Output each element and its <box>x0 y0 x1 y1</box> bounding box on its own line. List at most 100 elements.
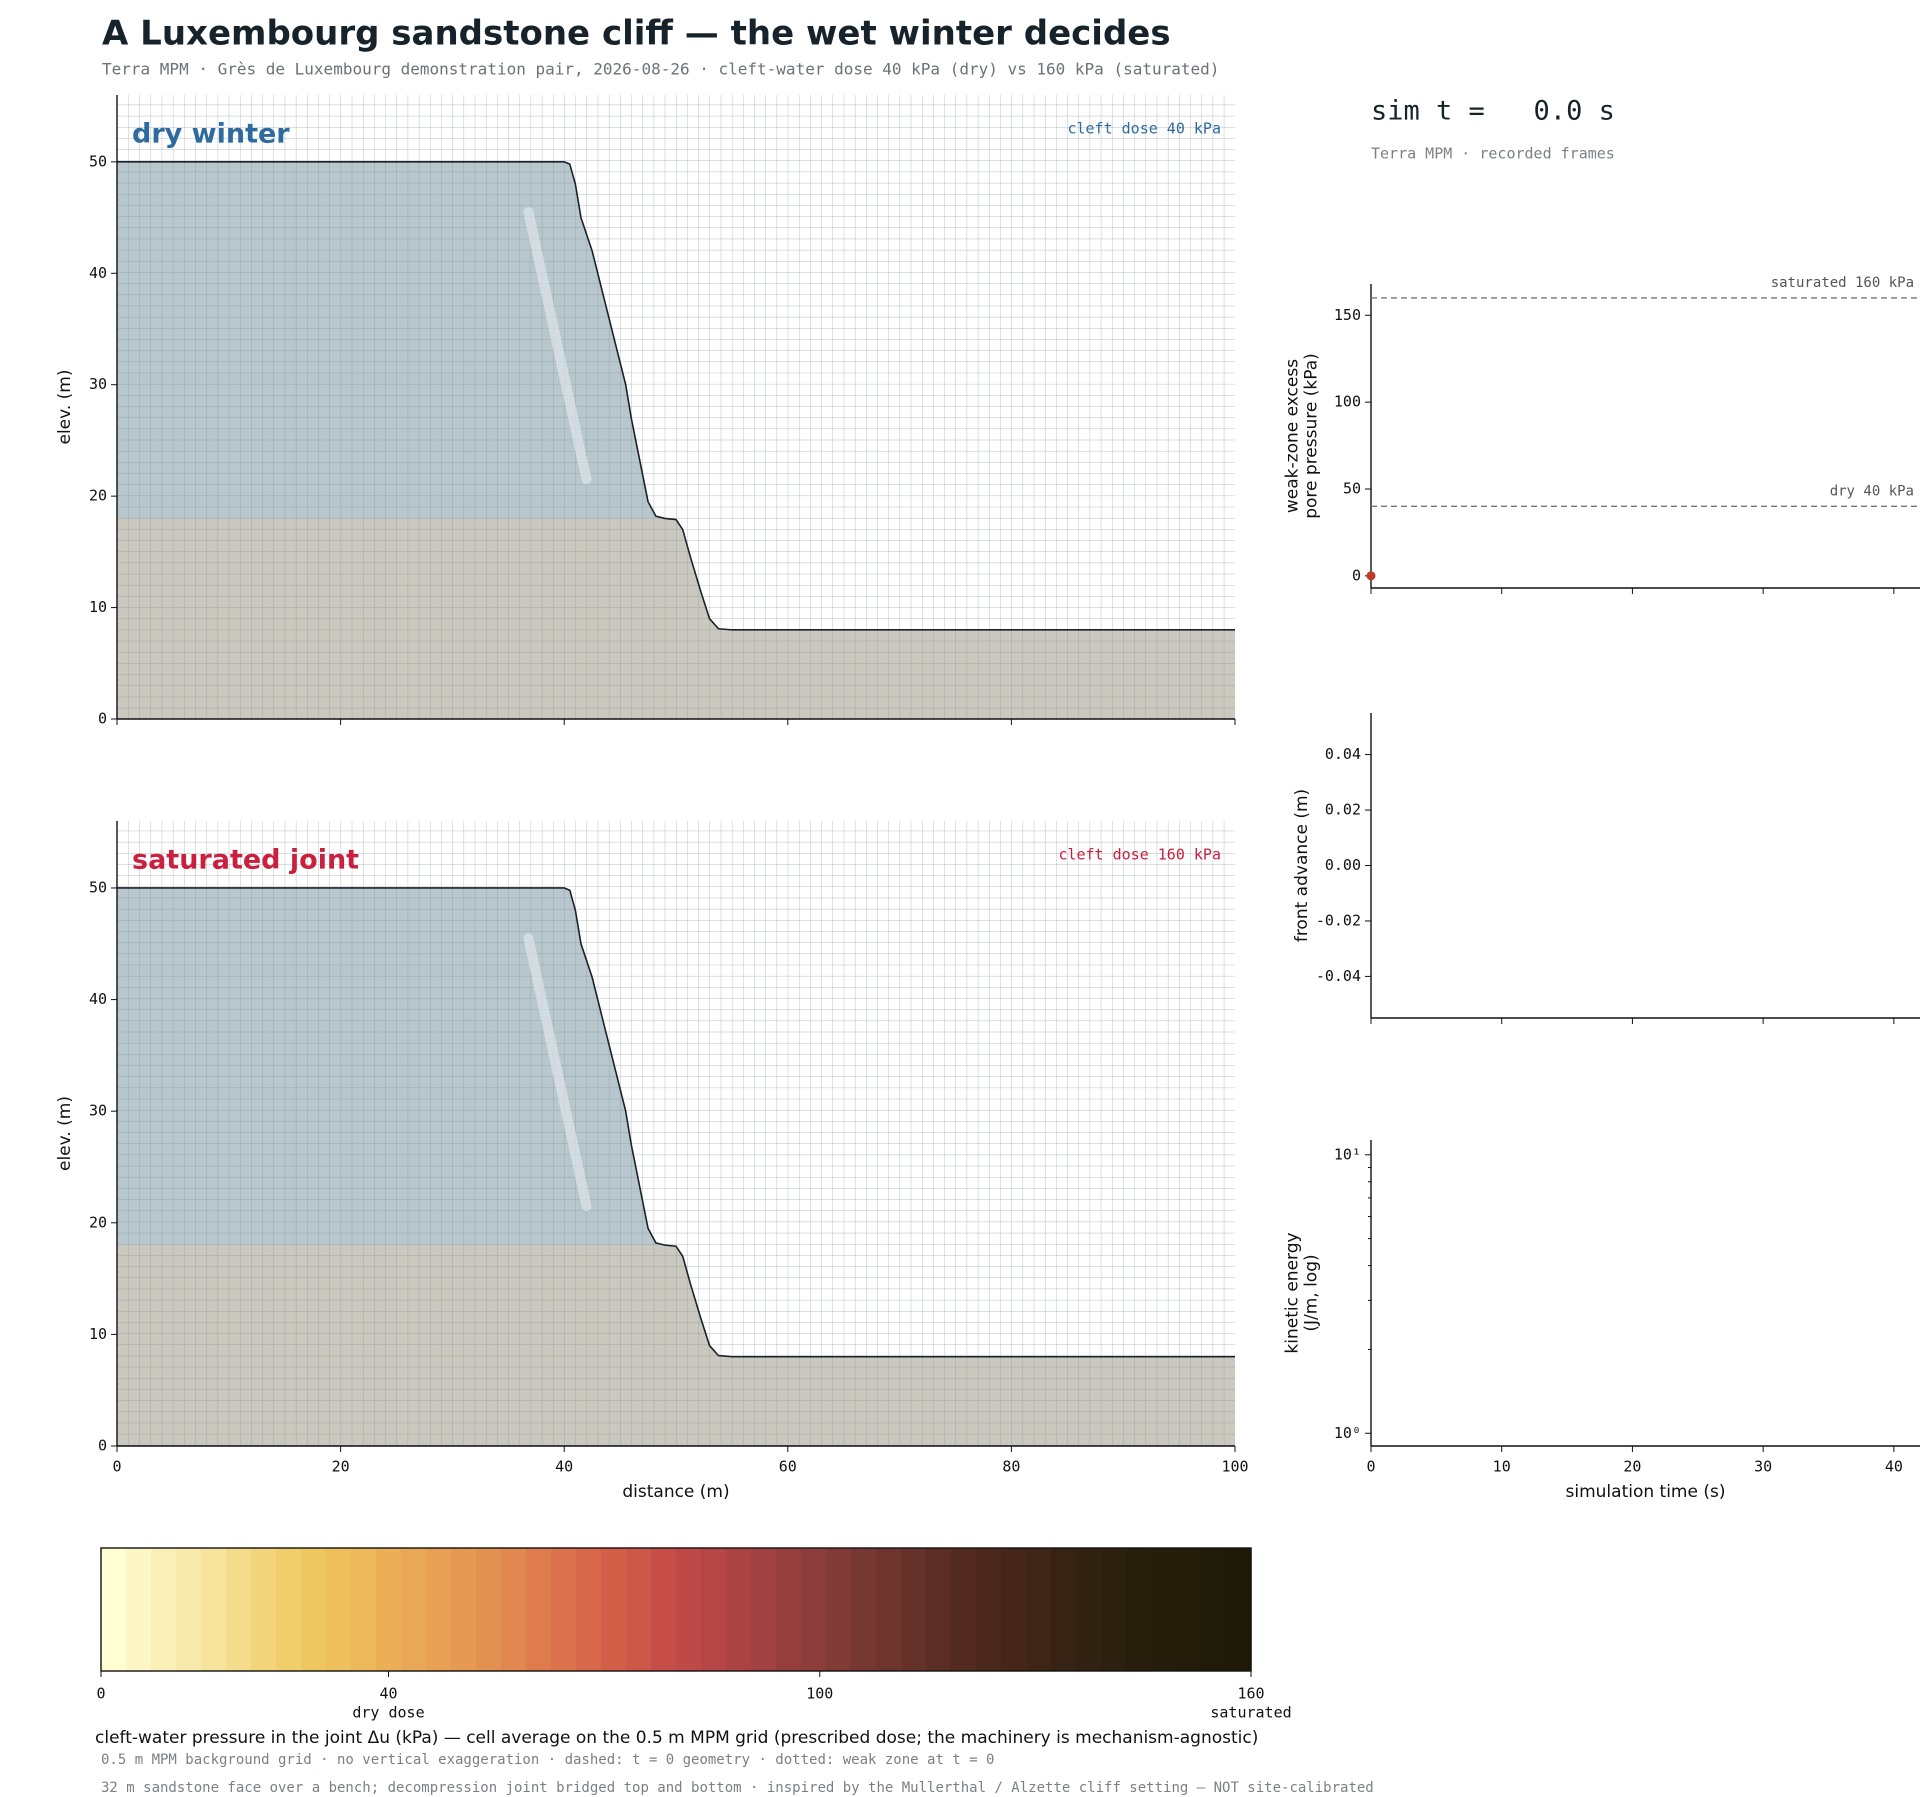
x-axis-label: distance (m) <box>622 1482 729 1502</box>
y-axis-label: elev. (m) <box>55 1096 75 1171</box>
colorbar-band <box>626 1548 652 1671</box>
colorbar-band <box>101 1548 127 1671</box>
colorbar-tick-label: 0 <box>96 1685 105 1703</box>
weak-zone <box>523 933 592 1212</box>
mpm-grid <box>117 821 1235 1446</box>
y-tick-label: 20 <box>89 1213 107 1231</box>
colorbar-band <box>601 1548 627 1671</box>
colorbar-band <box>726 1548 752 1671</box>
y-tick-label: -0.04 <box>1316 967 1361 985</box>
y-tick-label: 150 <box>1334 306 1361 324</box>
panel-title: saturated joint <box>132 845 359 876</box>
reference-label: saturated 160 kPa <box>1771 275 1914 291</box>
colorbar-band <box>1101 1548 1127 1671</box>
colorbar-band <box>701 1548 727 1671</box>
y-tick-label: 0 <box>98 710 107 728</box>
y-tick-label: 50 <box>89 152 107 170</box>
y-tick-label: 0 <box>1352 566 1361 584</box>
colorbar-band <box>326 1548 352 1671</box>
colorbar-band <box>1226 1548 1252 1671</box>
y-tick-label: 0 <box>98 1437 107 1455</box>
sim-clock: sim t = 0.0 s <box>1371 96 1615 127</box>
x-tick-label: 100 <box>1221 1458 1248 1476</box>
panel-annotation: cleft dose 160 kPa <box>1058 846 1221 864</box>
y-tick-label: 30 <box>89 1102 107 1120</box>
panel-title: dry winter <box>132 119 290 150</box>
colorbar-band <box>276 1548 302 1671</box>
weak-zone <box>523 207 592 485</box>
y-tick-label: 100 <box>1334 393 1361 411</box>
y-axis-label: (J/m, log) <box>1302 1254 1322 1331</box>
panel-annotation: cleft dose 40 kPa <box>1067 120 1221 138</box>
colorbar-tick-label: 160 <box>1237 1685 1264 1703</box>
colorbar-band <box>826 1548 852 1671</box>
colorbar-band <box>476 1548 502 1671</box>
y-tick-label: 20 <box>89 487 107 505</box>
mpm-grid <box>117 95 1235 719</box>
colorbar-band <box>876 1548 902 1671</box>
colorbar-band <box>926 1548 952 1671</box>
colorbar-band <box>951 1548 977 1671</box>
colorbar-band <box>676 1548 702 1671</box>
x-axis-label: simulation time (s) <box>1566 1482 1726 1502</box>
colorbar-band <box>301 1548 327 1671</box>
colorbar-band <box>851 1548 877 1671</box>
colorbar-band <box>226 1548 252 1671</box>
colorbar-band <box>1201 1548 1227 1671</box>
colorbar-band <box>1026 1548 1052 1671</box>
y-tick-label: 50 <box>1343 479 1361 497</box>
surface-profile <box>117 161 1235 631</box>
colorbar-band <box>401 1548 427 1671</box>
y-tick-label: 10¹ <box>1334 1145 1361 1163</box>
x-tick-label: 0 <box>112 1458 121 1476</box>
y-tick-label: 30 <box>89 375 107 393</box>
x-tick-label: 40 <box>1885 1458 1903 1476</box>
y-tick-label: 40 <box>89 990 107 1008</box>
section-panel <box>117 95 1235 719</box>
reference-label: dry 40 kPa <box>1830 483 1914 499</box>
x-tick-label: 30 <box>1754 1458 1772 1476</box>
series-point <box>1366 571 1376 581</box>
x-tick-label: 0 <box>1366 1458 1375 1476</box>
colorbar-band <box>251 1548 277 1671</box>
y-axis-label: weak-zone excess <box>1283 359 1303 513</box>
colorbar-band <box>1126 1548 1152 1671</box>
x-tick-label: 20 <box>1623 1458 1641 1476</box>
page-subtitle: Terra MPM · Grès de Luxembourg demonstra… <box>102 60 1219 79</box>
x-tick-label: 40 <box>555 1458 573 1476</box>
y-tick-label: 0.02 <box>1325 801 1361 819</box>
y-tick-label: 40 <box>89 264 107 282</box>
y-axis-label: front advance (m) <box>1292 789 1312 942</box>
y-axis-label: elev. (m) <box>55 369 75 444</box>
y-axis-label: kinetic energy <box>1283 1232 1303 1353</box>
footer-note: 32 m sandstone face over a bench; decomp… <box>101 1780 1374 1796</box>
footer-note: 0.5 m MPM background grid · no vertical … <box>101 1752 994 1768</box>
page-title: A Luxembourg sandstone cliff — the wet w… <box>102 14 1171 54</box>
colorbar-band <box>151 1548 177 1671</box>
colorbar-band <box>751 1548 777 1671</box>
colorbar-band <box>901 1548 927 1671</box>
colorbar-band <box>526 1548 552 1671</box>
y-tick-label: 10 <box>89 1325 107 1343</box>
y-tick-label: 10 <box>89 598 107 616</box>
colorbar-annotation: dry dose <box>352 1704 424 1722</box>
colorbar-band <box>1076 1548 1102 1671</box>
section-panel <box>117 821 1235 1446</box>
colorbar-band <box>1051 1548 1077 1671</box>
colorbar-band <box>126 1548 152 1671</box>
colorbar-band <box>776 1548 802 1671</box>
colorbar-band <box>351 1548 377 1671</box>
colorbar-band <box>1001 1548 1027 1671</box>
x-tick-label: 20 <box>332 1458 350 1476</box>
colorbar-band <box>1176 1548 1202 1671</box>
y-tick-label: 10⁰ <box>1334 1424 1361 1442</box>
colorbar-band <box>651 1548 677 1671</box>
colorbar-band <box>1151 1548 1177 1671</box>
colorbar-band <box>576 1548 602 1671</box>
colorbar-band <box>976 1548 1002 1671</box>
colorbar-tick-label: 100 <box>806 1685 833 1703</box>
colorbar-band <box>201 1548 227 1671</box>
colorbar-band <box>801 1548 827 1671</box>
clock-caption: Terra MPM · recorded frames <box>1371 145 1615 163</box>
